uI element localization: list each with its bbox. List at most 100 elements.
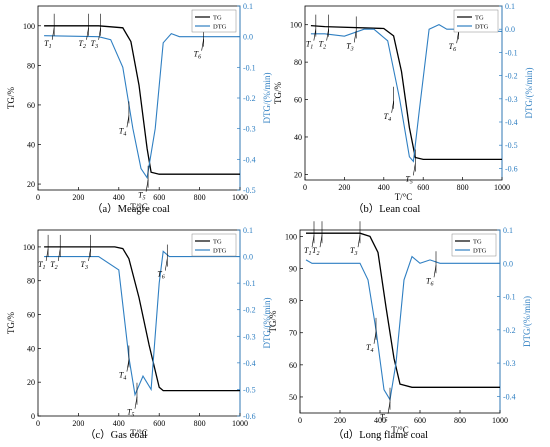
marker-label: T3 — [81, 260, 88, 271]
x-axis-label: T/°C — [130, 202, 148, 212]
marker-label: T6 — [449, 42, 456, 53]
y-tick-label: 0 — [31, 412, 35, 421]
x-axis-label: T/°C — [395, 192, 413, 202]
marker-label: T4 — [384, 112, 391, 123]
y2-tick-label: -0.1 — [243, 63, 256, 72]
series-line-tg — [44, 246, 240, 392]
chart-panel-4: 0 200 400 600 800 1000 50 60 70 80 90 100 -0.4 -0.3 -0… — [268, 221, 532, 441]
marker-label-sub: 1 — [43, 265, 46, 271]
marker-label: T1 — [304, 246, 311, 257]
x-tick-label: 1000 — [232, 419, 248, 428]
y-tick-label: 20 — [27, 180, 35, 189]
y-tick-label: 20 — [294, 170, 302, 179]
marker-arrow — [357, 235, 361, 248]
x-tick-label: 0 — [303, 183, 307, 192]
y-tick-label: 80 — [289, 297, 297, 306]
marker-label-sub: 1 — [308, 251, 311, 257]
series-line-dtg — [44, 32, 240, 180]
marker-label-sub: 1 — [49, 44, 52, 50]
marker-label-sub: 4 — [123, 375, 126, 382]
x-tick-label: 0 — [36, 193, 40, 202]
panel-caption: （d）Long flame coal — [333, 429, 428, 441]
marker-arrow — [326, 28, 329, 41]
x-tick-label: 600 — [414, 416, 426, 425]
y-tick-label: 100 — [23, 22, 35, 31]
y-axis-label: TG/% — [6, 87, 16, 109]
y2-tick-label: -0.3 — [503, 359, 516, 368]
marker-label-sub: 6 — [162, 275, 165, 281]
y2-tick-label: -0.5 — [243, 385, 256, 394]
x-tick-label: 800 — [454, 416, 466, 425]
panel-caption: （a）Meagre coal — [92, 203, 170, 215]
x-tick-label: 200 — [338, 183, 350, 192]
y-tick-label: 100 — [285, 232, 297, 241]
marker-label: T2 — [319, 40, 326, 51]
marker-label: T6 — [157, 270, 164, 281]
x-tick-label: 0 — [298, 416, 302, 425]
y2-tick-label: -0.3 — [243, 332, 256, 341]
marker-label-sub: 3 — [350, 46, 354, 52]
marker-label: T5 — [127, 408, 134, 419]
y-axis-label: TG/% — [268, 310, 278, 332]
marker-arrow — [313, 28, 317, 41]
chart-panel-2: 0 200 400 600 800 1000 20 40 60 80 100 -0.6 -0.5 -0.4… — [273, 2, 534, 215]
y2-tick-label: -0.1 — [505, 48, 518, 57]
y2-tick-label: 0.0 — [243, 253, 253, 262]
y-tick-label: 20 — [27, 378, 35, 387]
x-tick-label: 0 — [36, 419, 40, 428]
marker-label: T1 — [306, 40, 313, 51]
y2-tick-label: 0.1 — [505, 2, 515, 11]
y-tick-label: 80 — [27, 61, 35, 70]
y2-tick-label: -0.4 — [243, 359, 256, 368]
y-tick-label: 60 — [289, 361, 297, 370]
chart-panel-3: 0 200 400 600 800 1000 0 20 40 60 80 100 -0.6 -0.5 -0.… — [6, 226, 272, 441]
marker-arrow — [126, 359, 130, 372]
marker-label: T2 — [312, 246, 319, 257]
y2-tick-label: -0.2 — [505, 72, 518, 81]
series-line-tg — [44, 25, 240, 175]
y2-tick-label: -0.5 — [505, 141, 518, 150]
legend-entry: DTG — [213, 248, 227, 255]
y-tick-label: 60 — [27, 311, 35, 320]
y2-tick-label: -0.4 — [503, 392, 516, 401]
marker-arrow — [126, 115, 130, 128]
marker-label: T6 — [426, 276, 433, 287]
y-tick-label: 100 — [23, 243, 35, 252]
y-axis-label: TG/% — [6, 312, 16, 334]
x-tick-label: 200 — [72, 193, 84, 202]
marker-label-sub: 4 — [123, 130, 126, 137]
marker-label-sub: 2 — [316, 251, 319, 257]
marker-label: T5 — [138, 191, 145, 202]
series-line-dtg — [310, 23, 503, 163]
marker-arrow — [134, 396, 138, 409]
y2-axis-label: DTG/(%/min) — [524, 68, 534, 119]
y2-tick-label: -0.2 — [243, 94, 256, 103]
marker-label: T4 — [119, 371, 126, 382]
y-tick-label: 60 — [27, 101, 35, 110]
legend-entry: TG — [213, 15, 222, 22]
marker-arrow — [51, 27, 55, 40]
x-axis-label: T/°C — [391, 425, 409, 435]
marker-label: T2 — [50, 260, 57, 271]
marker-label-sub: 1 — [310, 45, 313, 51]
marker-label-sub: 5 — [384, 418, 387, 424]
legend-entry: TG — [213, 239, 222, 246]
marker-arrow — [433, 265, 437, 278]
panel-caption: （b）Lean coal — [353, 203, 420, 215]
marker-label-sub: 3 — [84, 265, 88, 271]
marker-label-sub: 6 — [198, 55, 201, 61]
legend-entry: DTG — [475, 24, 489, 31]
marker-arrow — [201, 38, 204, 51]
y2-tick-label: -0.5 — [243, 186, 256, 195]
marker-arrow — [45, 248, 49, 261]
series-line-tg — [306, 232, 500, 388]
x-tick-label: 600 — [417, 183, 429, 192]
x-tick-label: 600 — [153, 419, 165, 428]
y-tick-label: 40 — [27, 140, 35, 149]
marker-label-sub: 3 — [353, 251, 357, 257]
y2-tick-label: 0.0 — [505, 25, 515, 34]
marker-label-sub: 2 — [83, 44, 86, 50]
x-tick-label: 800 — [457, 183, 469, 192]
y-tick-label: 40 — [27, 344, 35, 353]
